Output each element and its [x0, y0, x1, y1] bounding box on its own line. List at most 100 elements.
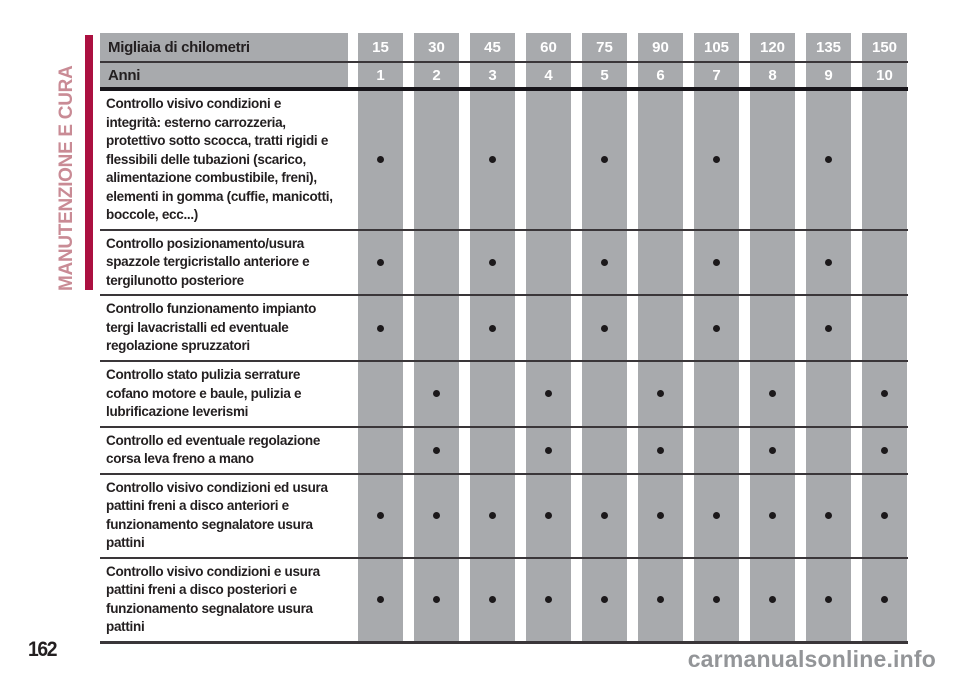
interval-dot: [377, 258, 384, 266]
maintenance-row-1: Controllo posizionamento/usura spazzole …: [100, 230, 908, 296]
maintenance-row-6-cell: [526, 558, 571, 641]
interval-dot: [769, 512, 776, 519]
interval-dot: [825, 156, 832, 164]
interval-dot: [489, 324, 496, 332]
maintenance-row-2: Controllo funzionamento impianto tergi l…: [100, 296, 908, 362]
section-accent-bar: [85, 35, 93, 290]
interval-dot: [769, 390, 776, 398]
interval-dot: [433, 596, 440, 603]
maintenance-row-1-cell: [470, 230, 515, 294]
maintenance-row-5-cell: [694, 474, 739, 557]
header-row-kilometers: Migliaia di chilometri 15 30 45 60 75 90 105 120…: [100, 33, 908, 63]
maintenance-row-6-cell: [638, 558, 683, 641]
maintenance-row-3-cell: [526, 362, 571, 426]
interval-dot: [601, 512, 608, 519]
maintenance-row-6: Controllo visivo condizioni e usura patt…: [100, 558, 908, 644]
interval-dot: [825, 324, 832, 332]
interval-dot: [657, 512, 664, 519]
maintenance-row-6-cell: [358, 558, 403, 641]
maintenance-row-5-label: Controllo visivo condizioni ed usura pat…: [106, 479, 328, 551]
header-row-years-cell: 1: [358, 63, 403, 87]
interval-dot: [601, 324, 608, 332]
maintenance-row-5-cell: [638, 474, 683, 557]
maintenance-row-5-cell: [862, 474, 907, 557]
interval-dot: [713, 512, 720, 519]
header-row-years-cell: 8: [750, 63, 795, 87]
maintenance-row-6-cell: [694, 558, 739, 641]
interval-dot: [713, 596, 720, 603]
maintenance-row-1-cell: [582, 230, 627, 294]
maintenance-row-1-cell: [694, 230, 739, 294]
interval-dot: [825, 258, 832, 266]
maintenance-row-1-cell: [750, 230, 795, 294]
maintenance-row-4-cell: [582, 427, 627, 473]
header-row-years-cell: 2: [414, 63, 459, 87]
interval-dot: [601, 258, 608, 266]
header-row-years: Anni 1 2 3 4 5 6 7 8 9 10: [100, 63, 908, 91]
maintenance-row-4-label: Controllo ed eventuale regolazione corsa…: [106, 432, 321, 467]
maintenance-row-0-cell: [526, 91, 571, 229]
header-row-kilometers-cell: 120: [750, 33, 795, 61]
interval-dot: [825, 596, 832, 603]
maintenance-row-2-cell: [806, 296, 851, 360]
maintenance-row-0-cell: [414, 91, 459, 229]
interval-dot: [545, 390, 552, 398]
header-row-kilometers-label: Migliaia di chilometri: [100, 33, 348, 61]
interval-dot: [377, 324, 384, 332]
interval-dot: [601, 596, 608, 603]
watermark-site-name: carmanualsonline.info: [687, 646, 936, 672]
header-row-years-cell: 4: [526, 63, 571, 87]
maintenance-row-2-cell: [694, 296, 739, 360]
interval-dot: [433, 512, 440, 519]
maintenance-row-5-cell: [750, 474, 795, 557]
maintenance-row-1-cell: [526, 230, 571, 294]
interval-dot: [657, 596, 664, 603]
header-row-years-cell: 6: [638, 63, 683, 87]
interval-dot: [657, 390, 664, 398]
maintenance-row-3-cell: [862, 362, 907, 426]
maintenance-row-0-cell: [750, 91, 795, 229]
maintenance-row-3-cell: [806, 362, 851, 426]
maintenance-row-5-cell: [470, 474, 515, 557]
header-row-kilometers-cell: 105: [694, 33, 739, 61]
maintenance-row-2-label: Controllo funzionamento impianto tergi l…: [106, 301, 317, 353]
maintenance-row-3-cell: [582, 362, 627, 426]
header-row-years-cell: 10: [862, 63, 907, 87]
header-row-kilometers-cell: 90: [638, 33, 683, 61]
interval-dot: [881, 596, 888, 603]
maintenance-row-0-cell: [694, 91, 739, 229]
interval-dot: [545, 596, 552, 603]
maintenance-row-3-cell: [638, 362, 683, 426]
header-row-kilometers-cell: 75: [582, 33, 627, 61]
maintenance-row-4-cell: [414, 427, 459, 473]
interval-dot: [601, 156, 608, 164]
maintenance-row-1-label: Controllo posizionamento/usura spazzole …: [106, 235, 310, 288]
interval-dot: [489, 596, 496, 603]
maintenance-row-2-cell: [358, 296, 403, 360]
maintenance-row-3: Controllo stato pulizia serrature cofano…: [100, 362, 908, 428]
header-row-years-cell: 3: [470, 63, 515, 87]
header-row-kilometers-cell: 60: [526, 33, 571, 61]
header-row-years-cell: 5: [582, 63, 627, 87]
maintenance-row-5: Controllo visivo condizioni ed usura pat…: [100, 474, 908, 559]
maintenance-row-4: Controllo ed eventuale regolazione corsa…: [100, 427, 908, 475]
section-title-vertical: MANUTENZIONE E CURA: [56, 65, 77, 291]
maintenance-row-2-cell: [862, 296, 907, 360]
maintenance-row-6-cell: [414, 558, 459, 641]
interval-dot: [489, 156, 496, 164]
interval-dot: [881, 390, 888, 398]
page-number: 162: [28, 638, 57, 661]
interval-dot: [881, 446, 888, 454]
maintenance-row-3-cell: [694, 362, 739, 426]
header-row-kilometers-cell: 15: [358, 33, 403, 61]
maintenance-row-0: Controllo visivo condizioni e integrità:…: [100, 91, 908, 231]
maintenance-row-4-cell: [862, 427, 907, 473]
interval-dot: [433, 446, 440, 454]
header-row-years-cell: 7: [694, 63, 739, 87]
maintenance-row-0-cell: [862, 91, 907, 229]
maintenance-row-2-cell: [638, 296, 683, 360]
interval-dot: [545, 512, 552, 519]
header-row-kilometers-cell: 150: [862, 33, 907, 61]
maintenance-row-5-cell: [582, 474, 627, 557]
maintenance-row-1-cell: [806, 230, 851, 294]
